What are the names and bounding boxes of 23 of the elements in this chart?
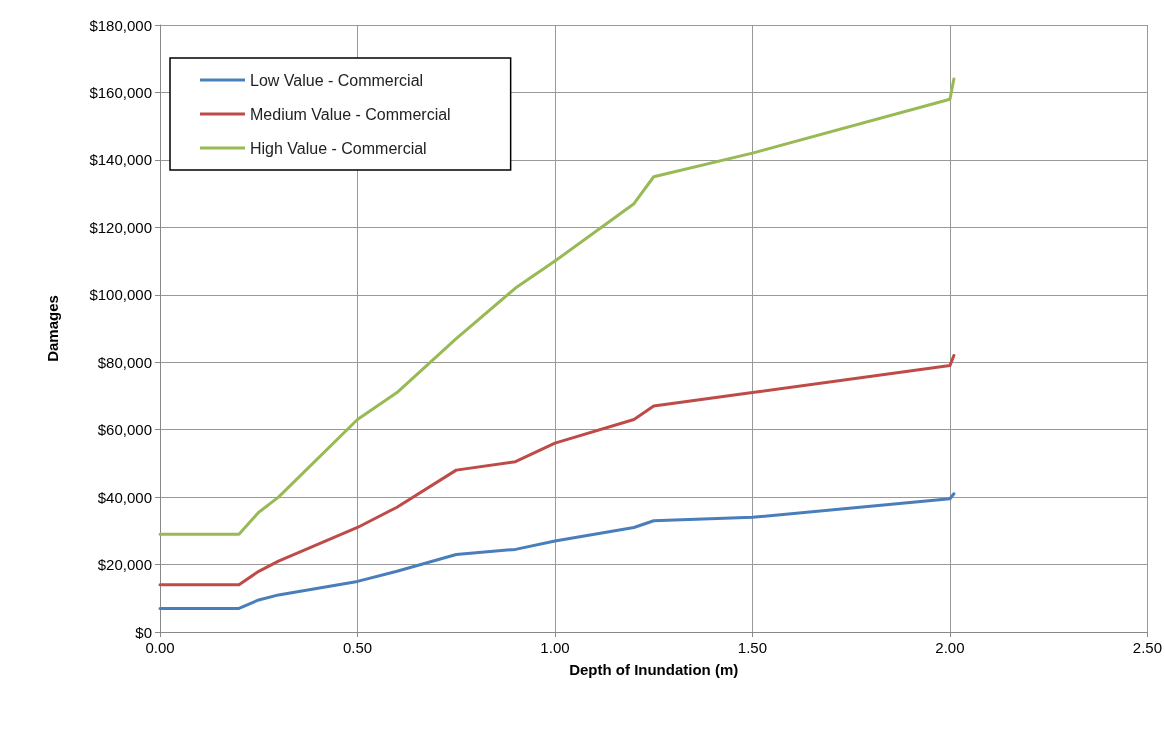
legend-label: High Value - Commercial xyxy=(250,139,427,157)
x-tick-label: 2.00 xyxy=(935,639,965,656)
y-tick-label: $60,000 xyxy=(97,421,152,439)
y-tick-label: $100,000 xyxy=(89,286,152,304)
y-axis-title: Damages xyxy=(44,295,61,362)
legend-label: Medium Value - Commercial xyxy=(250,105,451,123)
y-tick-label: $120,000 xyxy=(89,218,152,236)
y-tick-label: $160,000 xyxy=(89,83,152,101)
y-tick-label: $140,000 xyxy=(89,151,152,169)
x-tick-label: 2.50 xyxy=(1132,639,1162,656)
x-tick-label: 0.00 xyxy=(145,639,175,656)
x-tick-label: 1.50 xyxy=(737,639,768,656)
line-series xyxy=(158,353,956,587)
y-tick-label: $20,000 xyxy=(97,556,152,574)
y-tick-label: $0 xyxy=(135,623,152,641)
x-tick-label: 1.00 xyxy=(540,639,570,656)
legend-label: Low Value - Commercial xyxy=(250,71,424,89)
y-tick-label: $180,000 xyxy=(89,16,152,34)
y-tick-label: $40,000 xyxy=(97,488,152,506)
line-series xyxy=(158,492,956,610)
x-axis-title: Depth of Inundation (m) xyxy=(569,661,739,678)
x-tick-label: 0.50 xyxy=(342,639,373,656)
y-tick-label: $80,000 xyxy=(97,353,152,371)
